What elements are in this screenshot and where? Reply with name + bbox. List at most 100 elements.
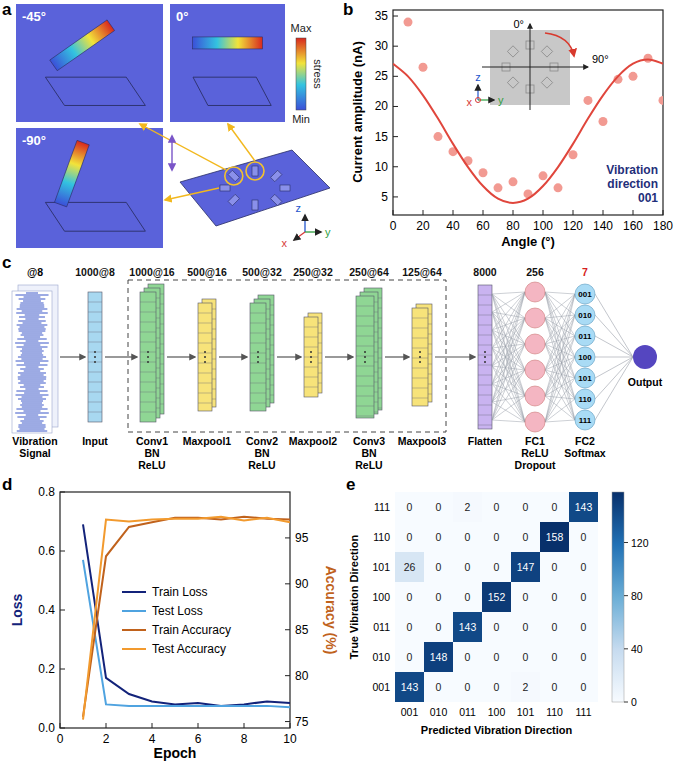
class-label: 011 [579,332,592,341]
fc1-neuron [525,360,545,380]
output-label: Output [628,376,663,388]
cell-label: 0 [465,531,471,543]
heat-cell [569,642,598,672]
connection [492,292,525,402]
y-tick-label: 20 [375,99,389,113]
signal-trace [23,411,40,412]
connection [492,318,525,420]
block-cell-line [140,302,156,303]
connection [492,344,525,420]
cell-label: 0 [552,561,558,573]
heat-cell [540,492,569,522]
x-tick-label: 4 [149,732,156,746]
connection [545,336,575,370]
x-tick-label: 100 [533,219,553,233]
x-tick-label: 160 [623,219,643,233]
block-cell-line [198,403,212,404]
point [404,18,413,27]
cell-label: 143 [575,501,593,513]
signal-trace [24,297,41,298]
connection [545,292,575,294]
ellipsis-dot [147,351,149,353]
sim-box [16,4,163,122]
y-tick [393,16,398,17]
cell-label: 147 [517,561,535,573]
ellipsis-dot [257,356,259,358]
angle-label: 0° [176,9,188,24]
x-tick [603,210,604,215]
block-cell-line [250,313,266,314]
cell-label: 26 [404,561,416,573]
cell-label: 0 [581,591,587,603]
x-tick [60,723,61,728]
x-tick-label: 110 [546,706,563,718]
signal-trace [16,347,47,348]
small-beam [252,200,258,210]
heat-cell [482,582,511,612]
heat-cell [540,582,569,612]
layer-block [198,303,212,411]
point [509,177,518,186]
flow-arrow [325,356,353,357]
block-cell-line [356,326,374,327]
heat-cell [395,492,424,522]
heat-cell [482,522,511,552]
legend-swatch [122,591,146,593]
legend-label: Test Accuracy [152,642,226,656]
x-tick-label: 10 [283,732,297,746]
flow-arrow [277,356,301,357]
signal-trace [20,307,45,308]
block-cell-line [88,312,102,313]
point [644,54,653,63]
fc1-neuron [525,412,545,432]
ellipsis-dot [419,361,421,363]
signal-trace [20,369,44,370]
signal-trace [24,363,40,364]
plate-outline [45,77,145,105]
block-cell-line [356,316,374,317]
axis-x [476,98,481,103]
heat-cell [395,672,424,702]
block-cell-line [478,295,492,296]
block-cell-line [478,335,492,336]
series-line [83,524,290,705]
heat-cell [540,612,569,642]
point [584,96,593,105]
connection [595,357,633,378]
connection [545,315,575,396]
flow-arrow [435,356,475,357]
x-tick-label: 120 [563,219,583,233]
fc2-neuron [575,347,595,367]
block-cell-line [478,375,492,376]
signal-trace [16,313,48,314]
block-cell-line [412,378,428,379]
angle-label: -45° [22,9,46,24]
x-tick-label: 6 [195,732,202,746]
heat-cell [424,492,453,522]
block-cell-line [140,402,156,403]
cell-label: 0 [407,651,413,663]
layer-name: Maxpool3 [398,435,447,447]
signal-trace [22,349,42,350]
y2-tick [285,629,290,630]
small-beam [252,166,258,176]
heat-cell [395,522,424,552]
y-tick-label: 30 [375,39,389,53]
x-tick-label: 111 [576,706,592,718]
connection [595,336,633,357]
layer-name: BN [144,447,159,459]
flow-arrow [385,356,409,357]
block-cell-line [478,345,492,346]
fit-line [393,59,663,203]
ellipsis-dot [310,356,312,358]
block-cell-line [304,387,318,388]
block-cell-line [412,328,428,329]
x-tick-label: 010 [430,706,448,718]
block-cell-line [478,405,492,406]
heat-cell [569,522,598,552]
layer-block [88,292,102,422]
signal-trace [26,293,38,294]
signal-trace [25,389,38,390]
rotation-arrow [545,33,574,56]
heat-cell [569,552,598,582]
